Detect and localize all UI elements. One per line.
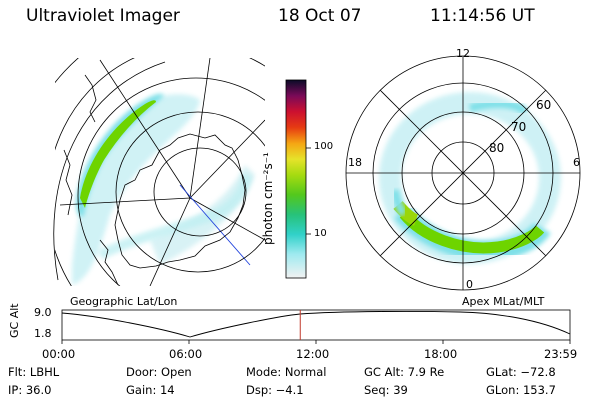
info-ip: IP: 36.0 xyxy=(8,383,52,397)
magnetic-polar-plot xyxy=(345,55,581,291)
date-label: 18 Oct 07 xyxy=(278,6,362,26)
colorbar-tick-10: 10 xyxy=(314,228,327,239)
mlat-label-60: 60 xyxy=(536,98,552,112)
info-gain: Gain: 14 xyxy=(126,383,175,397)
instrument-title: Ultraviolet Imager xyxy=(26,6,180,26)
geographic-caption: Geographic Lat/Lon xyxy=(70,295,178,308)
mlt-label-6: 6 xyxy=(573,156,580,169)
time-tick-1800: 18:00 xyxy=(424,347,458,361)
time-tick-0600: 06:00 xyxy=(169,347,203,361)
info-mode: Mode: Normal xyxy=(246,365,327,379)
altitude-plot xyxy=(61,309,571,344)
geographic-map xyxy=(55,58,265,286)
info-glat: GLat: −72.8 xyxy=(486,365,556,379)
info-gc-alt: GC Alt: 7.9 Re xyxy=(364,365,445,379)
info-dsp: Dsp: −4.1 xyxy=(246,383,304,397)
mlt-label-12: 12 xyxy=(456,47,470,60)
time-label: 11:14:56 UT xyxy=(430,6,535,26)
mlt-label-0: 0 xyxy=(466,278,473,291)
time-tick-2359: 23:59 xyxy=(544,347,578,361)
mlat-label-70: 70 xyxy=(511,120,527,134)
info-glon: GLon: 153.7 xyxy=(486,383,556,397)
info-seq: Seq: 39 xyxy=(364,383,408,397)
altitude-ytick-9: 9.0 xyxy=(34,306,52,319)
altitude-ytick-1-8: 1.8 xyxy=(34,327,52,340)
colorbar-label: photon cm⁻²s⁻¹ xyxy=(261,152,275,245)
time-tick-0000: 00:00 xyxy=(42,347,76,361)
info-filter: Flt: LBHL xyxy=(8,365,60,379)
mlt-label-18: 18 xyxy=(348,156,362,169)
info-door: Door: Open xyxy=(126,365,192,379)
colorbar xyxy=(285,79,307,279)
magnetic-caption: Apex MLat/MLT xyxy=(462,295,545,308)
time-tick-1200: 12:00 xyxy=(296,347,330,361)
altitude-ylabel: GC Alt xyxy=(8,303,21,338)
colorbar-tick-100: 100 xyxy=(314,141,334,152)
mlat-label-80: 80 xyxy=(489,141,505,155)
